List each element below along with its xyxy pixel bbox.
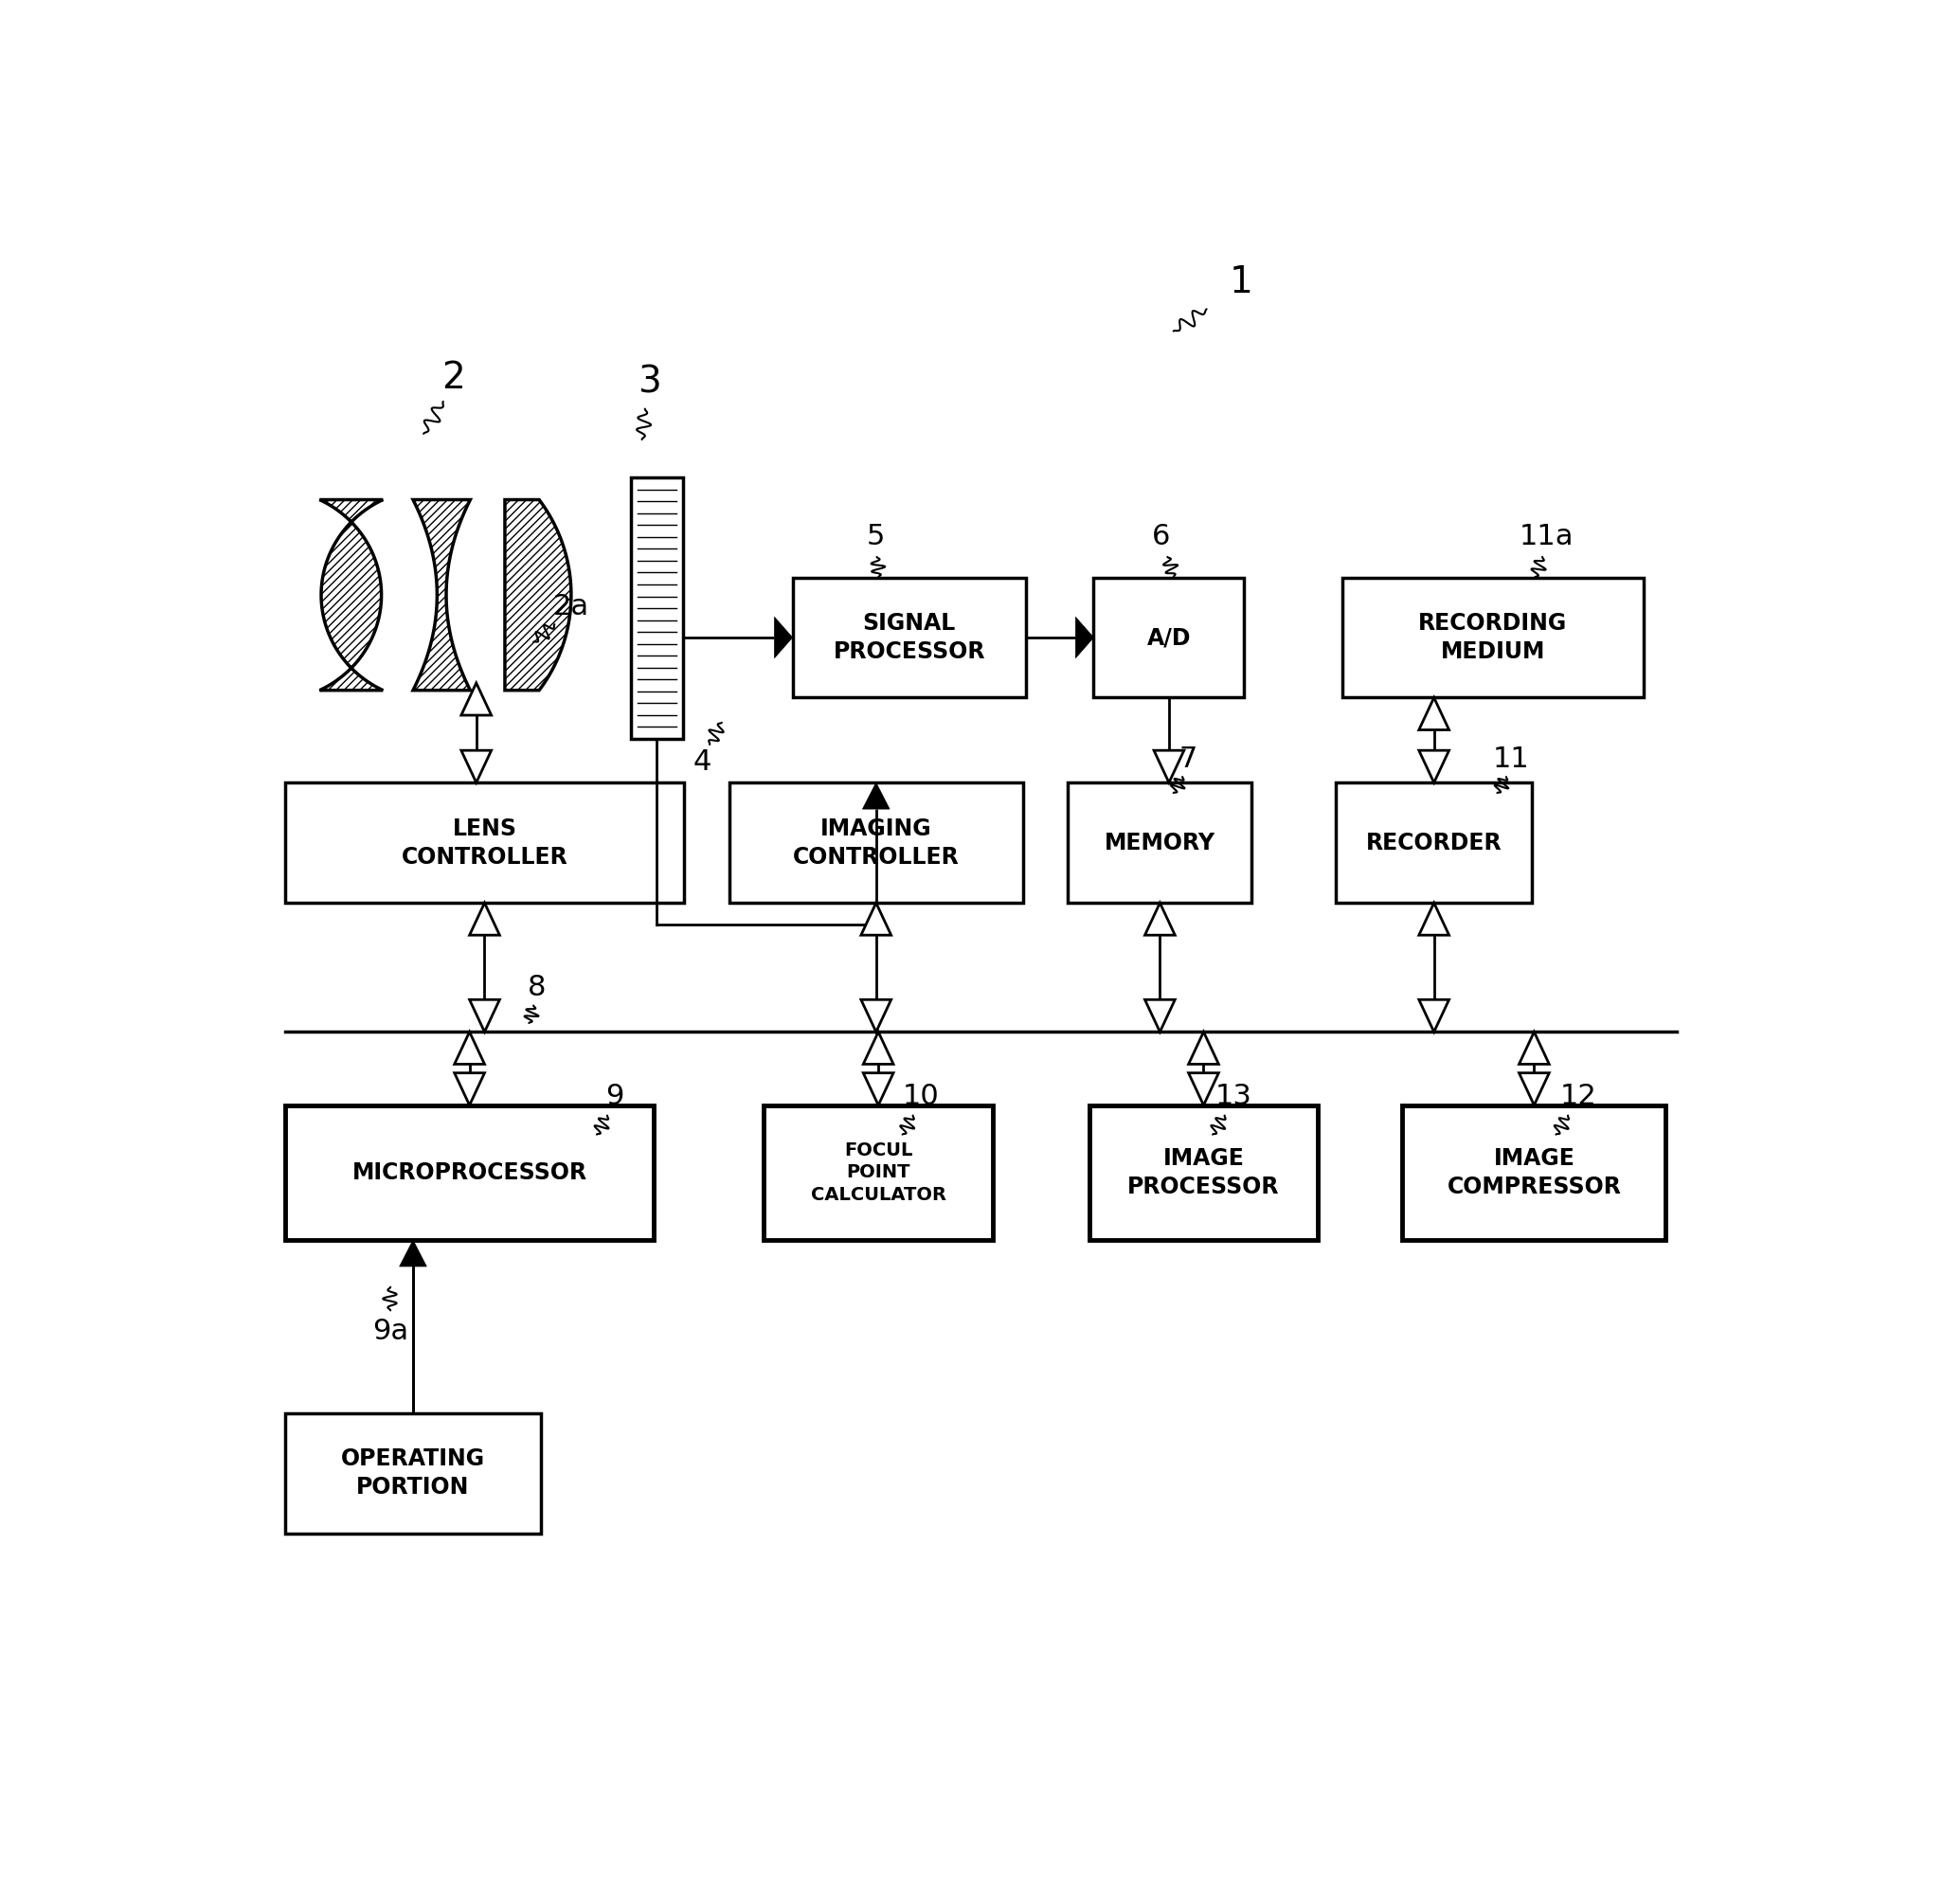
- Polygon shape: [400, 1240, 427, 1266]
- FancyBboxPatch shape: [1069, 783, 1251, 902]
- Polygon shape: [1418, 1000, 1449, 1032]
- Text: 13: 13: [1214, 1083, 1251, 1110]
- Text: 9a: 9a: [373, 1318, 408, 1344]
- Text: 8: 8: [527, 975, 546, 1002]
- Text: IMAGING
CONTROLLER: IMAGING CONTROLLER: [793, 817, 960, 868]
- Polygon shape: [861, 902, 892, 935]
- Text: 6: 6: [1152, 522, 1170, 550]
- Polygon shape: [319, 499, 383, 691]
- Text: 11a: 11a: [1519, 522, 1574, 550]
- Text: 2a: 2a: [554, 592, 589, 621]
- FancyBboxPatch shape: [1090, 1104, 1317, 1240]
- Polygon shape: [470, 902, 499, 935]
- FancyBboxPatch shape: [1343, 577, 1644, 697]
- Text: 9: 9: [606, 1083, 624, 1110]
- Polygon shape: [1418, 750, 1449, 783]
- Polygon shape: [505, 499, 571, 691]
- Text: 3: 3: [637, 364, 661, 400]
- FancyBboxPatch shape: [1337, 783, 1531, 902]
- Polygon shape: [1418, 697, 1449, 729]
- FancyBboxPatch shape: [286, 1104, 655, 1240]
- Polygon shape: [460, 684, 492, 716]
- Polygon shape: [863, 1032, 894, 1064]
- Text: 5: 5: [867, 522, 884, 550]
- Text: 1: 1: [1230, 265, 1253, 301]
- Text: RECORDER: RECORDER: [1366, 832, 1502, 855]
- Text: OPERATING
PORTION: OPERATING PORTION: [340, 1447, 486, 1498]
- Polygon shape: [1144, 902, 1176, 935]
- Text: 10: 10: [902, 1083, 938, 1110]
- Text: SIGNAL
PROCESSOR: SIGNAL PROCESSOR: [834, 611, 985, 663]
- Polygon shape: [1418, 902, 1449, 935]
- Text: RECORDING
MEDIUM: RECORDING MEDIUM: [1418, 611, 1568, 663]
- Text: MEMORY: MEMORY: [1104, 832, 1216, 855]
- Text: 4: 4: [694, 748, 711, 775]
- FancyBboxPatch shape: [286, 1413, 540, 1533]
- Polygon shape: [460, 750, 492, 783]
- Polygon shape: [1189, 1074, 1218, 1104]
- Text: MICROPROCESSOR: MICROPROCESSOR: [352, 1161, 587, 1184]
- FancyBboxPatch shape: [793, 577, 1026, 697]
- Polygon shape: [1189, 1032, 1218, 1064]
- Bar: [631, 478, 682, 739]
- FancyBboxPatch shape: [286, 783, 684, 902]
- Text: IMAGE
PROCESSOR: IMAGE PROCESSOR: [1127, 1148, 1280, 1198]
- Text: FOCUL
POINT
CALCULATOR: FOCUL POINT CALCULATOR: [810, 1140, 946, 1203]
- Text: 11: 11: [1492, 746, 1529, 773]
- Polygon shape: [414, 499, 470, 691]
- FancyBboxPatch shape: [764, 1104, 993, 1240]
- Polygon shape: [470, 1000, 499, 1032]
- FancyBboxPatch shape: [1094, 577, 1244, 697]
- FancyBboxPatch shape: [1403, 1104, 1665, 1240]
- Polygon shape: [863, 783, 890, 809]
- Polygon shape: [863, 1074, 894, 1104]
- Text: LENS
CONTROLLER: LENS CONTROLLER: [402, 817, 567, 868]
- Polygon shape: [455, 1032, 484, 1064]
- Polygon shape: [775, 617, 793, 659]
- Polygon shape: [1519, 1074, 1549, 1104]
- Text: A/D: A/D: [1146, 626, 1191, 649]
- Text: 12: 12: [1560, 1083, 1597, 1110]
- Polygon shape: [861, 1000, 892, 1032]
- Polygon shape: [1144, 1000, 1176, 1032]
- Polygon shape: [1076, 617, 1094, 659]
- Polygon shape: [1519, 1032, 1549, 1064]
- Text: IMAGE
COMPRESSOR: IMAGE COMPRESSOR: [1448, 1148, 1620, 1198]
- Polygon shape: [1154, 750, 1183, 783]
- Text: 7: 7: [1179, 746, 1197, 773]
- Text: 2: 2: [441, 360, 466, 396]
- Polygon shape: [455, 1074, 484, 1104]
- FancyBboxPatch shape: [729, 783, 1022, 902]
